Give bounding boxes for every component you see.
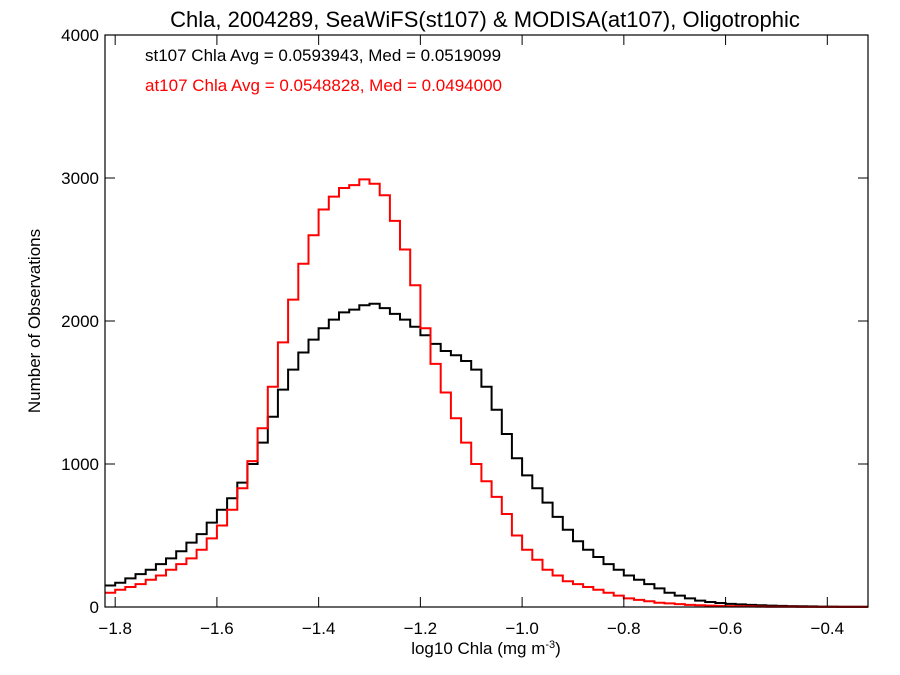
chart-title: Chla, 2004289, SeaWiFS(st107) & MODISA(a…	[170, 7, 800, 32]
plot-frame	[104, 34, 869, 608]
stats-annotation-st107: st107 Chla Avg = 0.0593943, Med = 0.0519…	[145, 46, 501, 65]
y-tick-label-4: 4000	[61, 26, 99, 45]
x-tick-label-5: −0.8	[607, 619, 641, 638]
x-axis-title-main: log10 Chla (mg m	[411, 639, 545, 658]
x-axis: −1.8 −1.6 −1.4 −1.2 −1.0 −0.8 −0.6 −0.4	[98, 35, 844, 638]
x-tick-label-6: −0.6	[709, 619, 743, 638]
series-line-1	[105, 178, 868, 608]
y-axis-title: Number of Observations	[25, 229, 44, 413]
y-tick-label-0: 0	[90, 598, 99, 617]
series-layer	[105, 178, 868, 608]
x-tick-label-0: −1.8	[98, 619, 132, 638]
y-tick-label-1: 1000	[61, 455, 99, 474]
x-axis-title-superscript: -3	[545, 639, 555, 651]
x-tick-label-1: −1.6	[200, 619, 234, 638]
stats-annotation-at107: at107 Chla Avg = 0.0548828, Med = 0.0494…	[145, 76, 502, 95]
x-axis-title-close: )	[555, 639, 561, 658]
x-tick-label-4: −1.0	[505, 619, 539, 638]
x-axis-title: log10 Chla (mg m-3)	[411, 639, 561, 658]
x-tick-label-7: −0.4	[811, 619, 845, 638]
x-tick-label-2: −1.4	[302, 619, 336, 638]
y-tick-label-3: 3000	[61, 169, 99, 188]
x-tick-label-3: −1.2	[404, 619, 438, 638]
y-tick-label-2: 2000	[61, 312, 99, 331]
y-axis: 0 1000 2000 3000 4000	[61, 26, 868, 617]
series-line-0	[105, 302, 868, 608]
